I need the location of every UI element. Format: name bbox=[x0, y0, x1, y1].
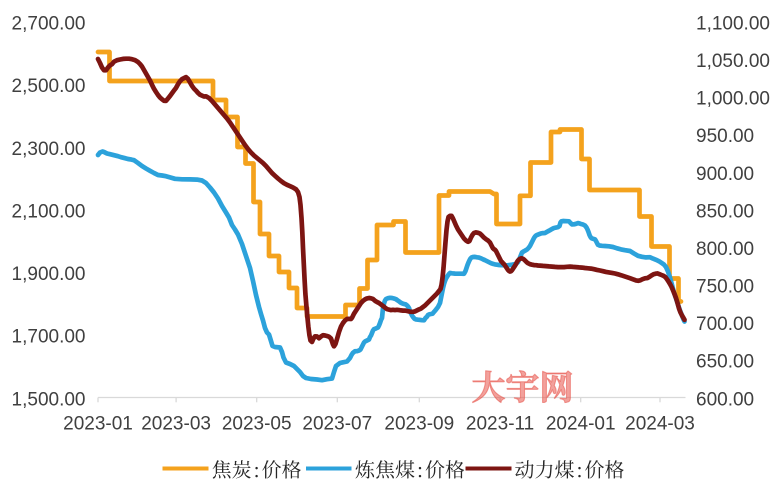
svg-text:750.00: 750.00 bbox=[696, 277, 754, 298]
svg-text:1,700.00: 1,700.00 bbox=[12, 327, 86, 348]
svg-text:800.00: 800.00 bbox=[696, 239, 754, 260]
svg-text:2023-01: 2023-01 bbox=[63, 414, 133, 435]
svg-text:2,500.00: 2,500.00 bbox=[12, 76, 86, 97]
svg-text:2023-03: 2023-03 bbox=[141, 414, 211, 435]
svg-text:650.00: 650.00 bbox=[696, 352, 754, 373]
svg-text:1,500.00: 1,500.00 bbox=[12, 389, 86, 410]
svg-text:2024-01: 2024-01 bbox=[546, 414, 616, 435]
svg-text:2,100.00: 2,100.00 bbox=[12, 201, 86, 222]
svg-text:1,900.00: 1,900.00 bbox=[12, 264, 86, 285]
svg-text:1,100.00: 1,100.00 bbox=[696, 14, 770, 35]
svg-text:1,000.00: 1,000.00 bbox=[696, 89, 770, 110]
svg-text:2023-09: 2023-09 bbox=[384, 414, 454, 435]
svg-text:2,700.00: 2,700.00 bbox=[12, 14, 86, 35]
svg-text:850.00: 850.00 bbox=[696, 201, 754, 222]
svg-text:2023-11: 2023-11 bbox=[466, 414, 534, 435]
svg-text:600.00: 600.00 bbox=[696, 389, 754, 410]
svg-text:1,050.00: 1,050.00 bbox=[696, 51, 770, 72]
svg-text:2,300.00: 2,300.00 bbox=[12, 139, 86, 160]
svg-text:900.00: 900.00 bbox=[696, 164, 754, 185]
svg-text:950.00: 950.00 bbox=[696, 126, 754, 147]
svg-text:2023-07: 2023-07 bbox=[302, 414, 372, 435]
svg-text:2024-03: 2024-03 bbox=[625, 414, 695, 435]
svg-text:2023-05: 2023-05 bbox=[222, 414, 292, 435]
svg-text:700.00: 700.00 bbox=[696, 314, 754, 335]
